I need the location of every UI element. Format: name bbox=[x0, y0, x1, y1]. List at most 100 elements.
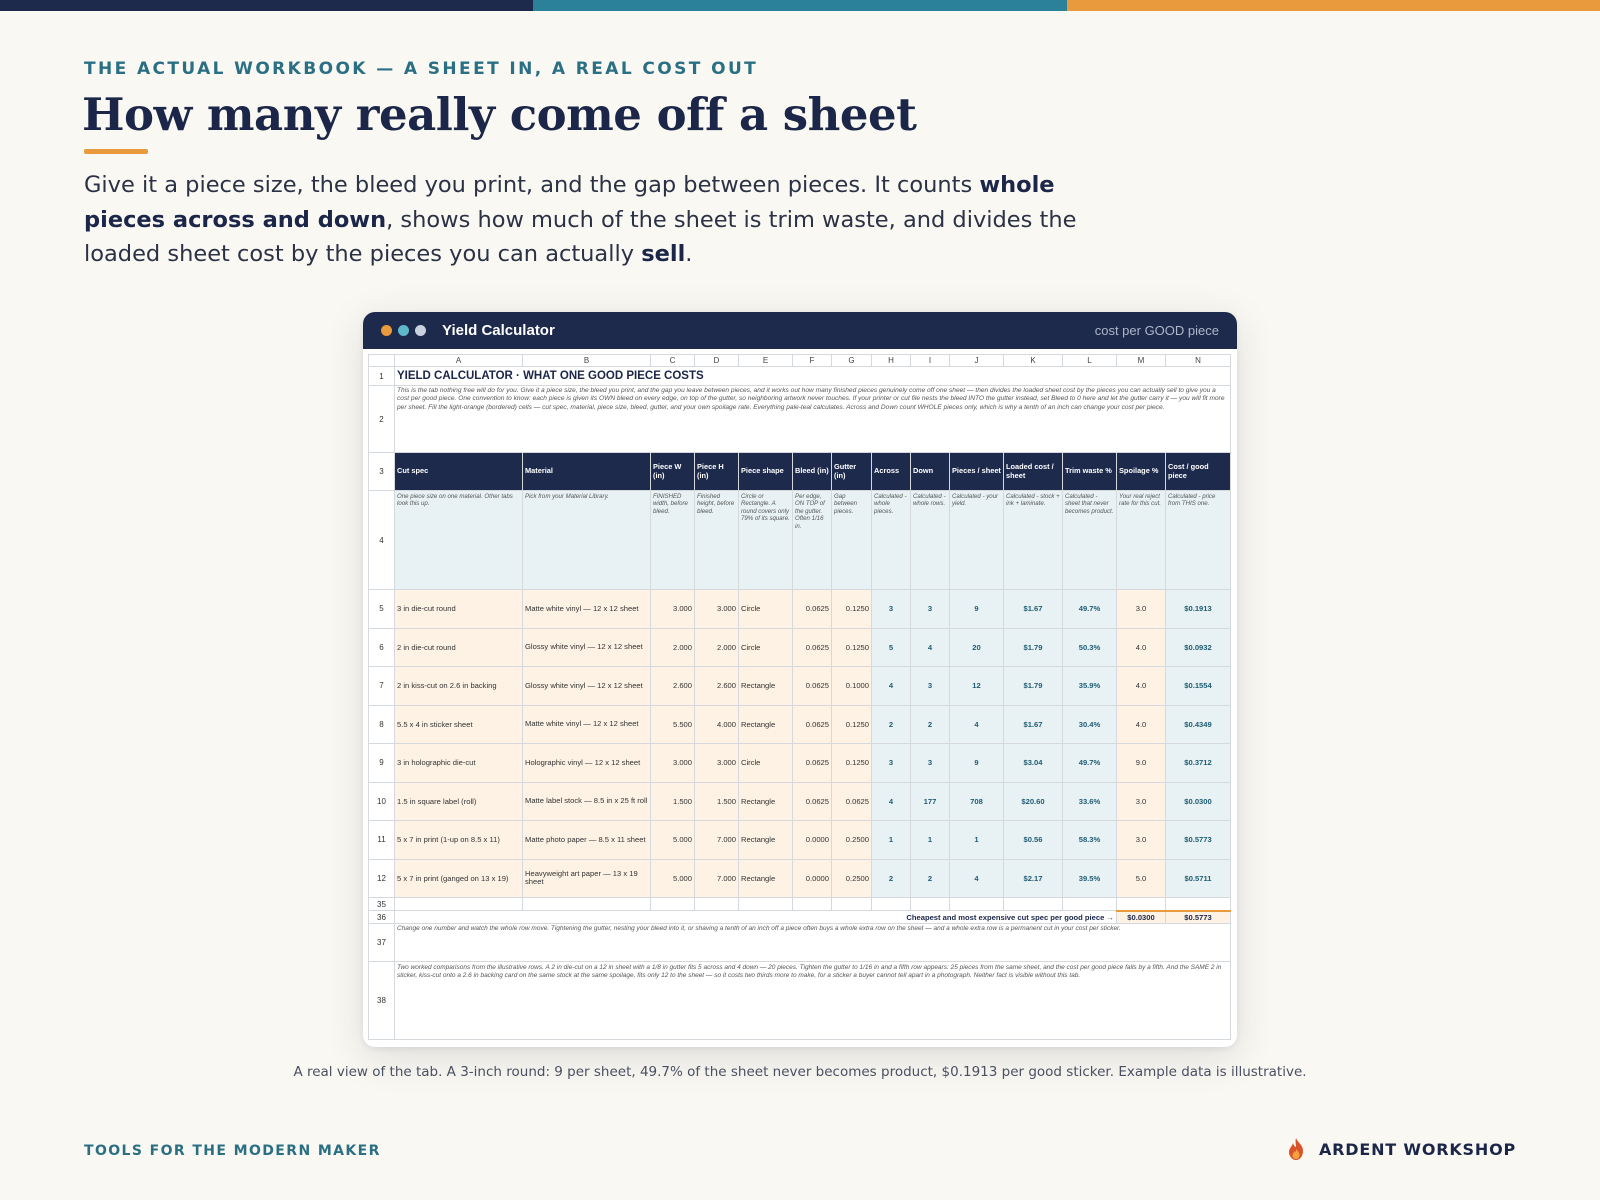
cut-spec-cell[interactable]: 5 x 7 in print (ganged on 13 x 19) bbox=[394, 858, 523, 898]
loaded-cost-cell[interactable]: $1.79 bbox=[1003, 627, 1063, 667]
column-note-cell[interactable]: Calculated - sheet that never becomes pr… bbox=[1062, 490, 1117, 590]
spoilage-cell[interactable]: 4.0 bbox=[1116, 627, 1166, 667]
down-cell[interactable]: 3 bbox=[910, 589, 950, 629]
cut-spec-cell[interactable]: 2 in die-cut round bbox=[394, 627, 523, 667]
row-number[interactable]: 9 bbox=[368, 743, 395, 783]
cost-per-good-piece-cell[interactable]: $0.3712 bbox=[1165, 743, 1231, 783]
cut-spec-cell[interactable]: 5 x 7 in print (1-up on 8.5 x 11) bbox=[394, 820, 523, 860]
column-note-cell[interactable]: Circle or Rectangle. A round covers only… bbox=[738, 490, 793, 590]
bleed-cell[interactable]: 0.0000 bbox=[792, 820, 832, 860]
piece-width-cell[interactable]: 1.500 bbox=[650, 781, 695, 821]
column-title-cell[interactable]: Cost / good piece bbox=[1165, 452, 1231, 491]
piece-shape-cell[interactable]: Circle bbox=[738, 743, 793, 783]
cost-per-good-piece-cell[interactable]: $0.5773 bbox=[1165, 820, 1231, 860]
pieces-per-sheet-cell[interactable]: 12 bbox=[949, 666, 1004, 706]
piece-width-cell[interactable]: 3.000 bbox=[650, 589, 695, 629]
cut-spec-cell[interactable]: 2 in kiss-cut on 2.6 in backing bbox=[394, 666, 523, 706]
piece-width-cell[interactable]: 2.000 bbox=[650, 627, 695, 667]
row-number[interactable]: 12 bbox=[368, 858, 395, 898]
column-header[interactable]: G bbox=[831, 354, 872, 367]
empty-cell[interactable] bbox=[1003, 897, 1063, 911]
column-header[interactable]: H bbox=[871, 354, 911, 367]
row-number[interactable]: 3 bbox=[368, 452, 395, 491]
material-cell[interactable]: Glossy white vinyl — 12 x 12 sheet bbox=[522, 666, 651, 706]
bleed-cell[interactable]: 0.0625 bbox=[792, 704, 832, 744]
piece-shape-cell[interactable]: Circle bbox=[738, 627, 793, 667]
piece-width-cell[interactable]: 5.000 bbox=[650, 820, 695, 860]
material-cell[interactable]: Matte label stock — 8.5 in x 25 ft roll bbox=[522, 781, 651, 821]
column-note-cell[interactable]: Calculated - stock + ink + laminate. bbox=[1003, 490, 1063, 590]
cost-per-good-piece-cell[interactable]: $0.1554 bbox=[1165, 666, 1231, 706]
note-cell[interactable]: Change one number and watch the whole ro… bbox=[394, 923, 1231, 962]
summary-max-cell[interactable]: $0.5773 bbox=[1165, 909, 1231, 924]
empty-cell[interactable] bbox=[871, 897, 911, 911]
column-header[interactable]: F bbox=[792, 354, 832, 367]
cost-per-good-piece-cell[interactable]: $0.1913 bbox=[1165, 589, 1231, 629]
column-title-cell[interactable]: Trim waste % bbox=[1062, 452, 1117, 491]
column-header[interactable]: K bbox=[1003, 354, 1063, 367]
window-dot-minimize[interactable] bbox=[398, 325, 409, 336]
pieces-per-sheet-cell[interactable]: 9 bbox=[949, 589, 1004, 629]
piece-height-cell[interactable]: 4.000 bbox=[694, 704, 739, 744]
empty-cell[interactable] bbox=[522, 897, 651, 911]
spoilage-cell[interactable]: 4.0 bbox=[1116, 704, 1166, 744]
cost-per-good-piece-cell[interactable]: $0.5711 bbox=[1165, 858, 1231, 898]
across-cell[interactable]: 2 bbox=[871, 858, 911, 898]
down-cell[interactable]: 1 bbox=[910, 820, 950, 860]
bleed-cell[interactable]: 0.0625 bbox=[792, 627, 832, 667]
column-note-cell[interactable]: Calculated - your yield. bbox=[949, 490, 1004, 590]
down-cell[interactable]: 4 bbox=[910, 627, 950, 667]
window-dot-close[interactable] bbox=[381, 325, 392, 336]
column-title-cell[interactable]: Across bbox=[871, 452, 911, 491]
down-cell[interactable]: 2 bbox=[910, 858, 950, 898]
gutter-cell[interactable]: 0.2500 bbox=[831, 858, 872, 898]
column-header[interactable]: J bbox=[949, 354, 1004, 367]
gutter-cell[interactable]: 0.1250 bbox=[831, 704, 872, 744]
loaded-cost-cell[interactable]: $1.67 bbox=[1003, 589, 1063, 629]
trim-waste-cell[interactable]: 49.7% bbox=[1062, 743, 1117, 783]
spoilage-cell[interactable]: 3.0 bbox=[1116, 781, 1166, 821]
loaded-cost-cell[interactable]: $0.56 bbox=[1003, 820, 1063, 860]
empty-cell[interactable] bbox=[1062, 897, 1117, 911]
column-header[interactable]: B bbox=[522, 354, 651, 367]
cut-spec-cell[interactable]: 5.5 x 4 in sticker sheet bbox=[394, 704, 523, 744]
gutter-cell[interactable]: 0.1000 bbox=[831, 666, 872, 706]
piece-width-cell[interactable]: 5.000 bbox=[650, 858, 695, 898]
column-note-cell[interactable]: FINISHED width, before bleed. bbox=[650, 490, 695, 590]
trim-waste-cell[interactable]: 33.6% bbox=[1062, 781, 1117, 821]
window-dot-maximize[interactable] bbox=[415, 325, 426, 336]
across-cell[interactable]: 3 bbox=[871, 743, 911, 783]
row-number[interactable]: 10 bbox=[368, 781, 395, 821]
empty-cell[interactable] bbox=[1165, 897, 1231, 911]
cost-per-good-piece-cell[interactable]: $0.0300 bbox=[1165, 781, 1231, 821]
row-number[interactable]: 4 bbox=[368, 490, 395, 590]
cut-spec-cell[interactable]: 3 in die-cut round bbox=[394, 589, 523, 629]
piece-height-cell[interactable]: 7.000 bbox=[694, 820, 739, 860]
empty-cell[interactable] bbox=[394, 897, 523, 911]
spoilage-cell[interactable]: 9.0 bbox=[1116, 743, 1166, 783]
material-cell[interactable]: Heavyweight art paper — 13 x 19 sheet bbox=[522, 858, 651, 898]
trim-waste-cell[interactable]: 30.4% bbox=[1062, 704, 1117, 744]
bleed-cell[interactable]: 0.0625 bbox=[792, 743, 832, 783]
column-title-cell[interactable]: Down bbox=[910, 452, 950, 491]
down-cell[interactable]: 177 bbox=[910, 781, 950, 821]
column-header[interactable]: A bbox=[394, 354, 523, 367]
piece-height-cell[interactable]: 2.600 bbox=[694, 666, 739, 706]
trim-waste-cell[interactable]: 50.3% bbox=[1062, 627, 1117, 667]
row-number[interactable]: 7 bbox=[368, 666, 395, 706]
column-header[interactable]: L bbox=[1062, 354, 1117, 367]
spoilage-cell[interactable]: 3.0 bbox=[1116, 820, 1166, 860]
column-note-cell[interactable]: Gap between pieces. bbox=[831, 490, 872, 590]
column-note-cell[interactable]: Calculated - whole pieces. bbox=[871, 490, 911, 590]
column-title-cell[interactable]: Pieces / sheet bbox=[949, 452, 1004, 491]
column-header[interactable]: D bbox=[694, 354, 739, 367]
column-note-cell[interactable]: Calculated - whole rows. bbox=[910, 490, 950, 590]
column-note-cell[interactable]: Your real reject rate for this cut. bbox=[1116, 490, 1166, 590]
column-title-cell[interactable]: Piece W (in) bbox=[650, 452, 695, 491]
row-number[interactable]: 11 bbox=[368, 820, 395, 860]
row-number[interactable]: 38 bbox=[368, 961, 395, 1040]
piece-width-cell[interactable]: 5.500 bbox=[650, 704, 695, 744]
column-title-cell[interactable]: Material bbox=[522, 452, 651, 491]
material-cell[interactable]: Matte white vinyl — 12 x 12 sheet bbox=[522, 704, 651, 744]
bleed-cell[interactable]: 0.0625 bbox=[792, 589, 832, 629]
